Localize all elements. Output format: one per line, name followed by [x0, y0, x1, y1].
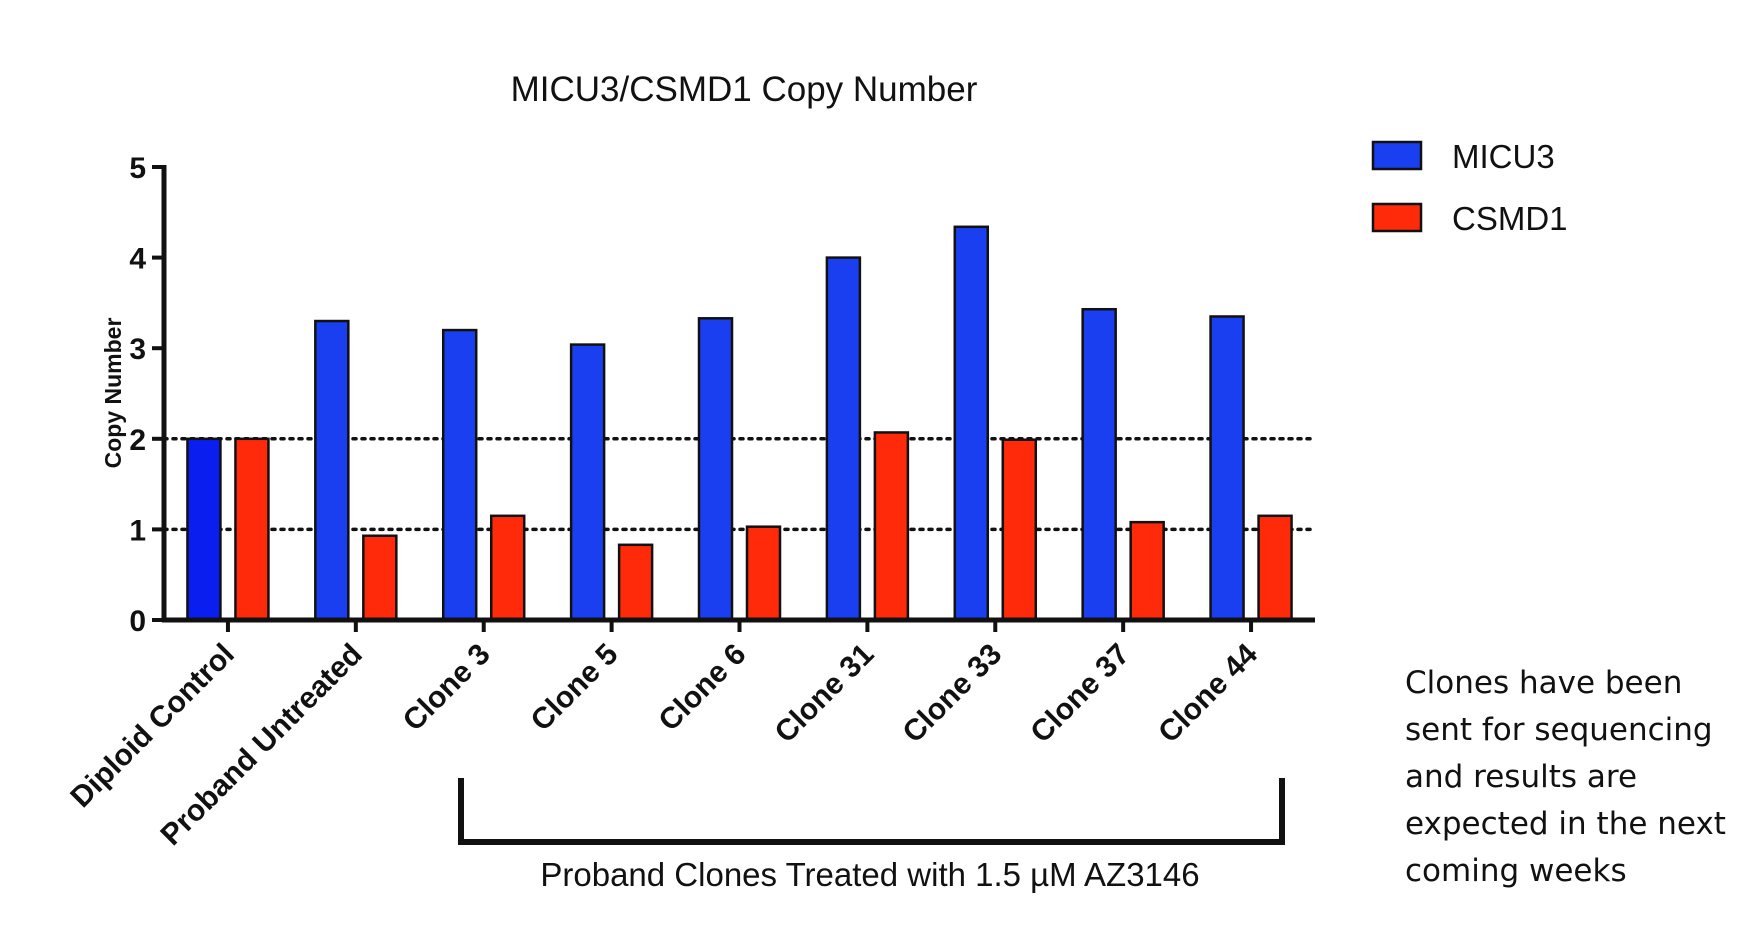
x-tick-label: Clone 5 [525, 638, 625, 738]
note-line: Clones have been [1405, 665, 1683, 701]
y-tick-label: 2 [129, 424, 146, 457]
y-tick-label: 0 [129, 605, 146, 638]
y-tick-label: 1 [129, 514, 146, 547]
x-tick-label: Clone 31 [769, 638, 881, 750]
bar-micu3 [825, 256, 862, 622]
legend-swatch [1371, 202, 1423, 233]
chart-title: MICU3/CSMD1 Copy Number [511, 70, 978, 109]
x-tick-label: Clone 37 [1024, 638, 1136, 750]
x-tick-label: Clone 33 [896, 638, 1008, 750]
status-note: Clones have been sent for sequencing and… [1405, 660, 1745, 895]
note-line: expected in the next [1405, 806, 1726, 842]
bar-csmd1 [873, 431, 910, 622]
bar-csmd1 [1001, 438, 1038, 622]
legend-label: CSMD1 [1452, 200, 1568, 237]
x-tick-label: Clone 3 [397, 638, 497, 738]
bar-micu3 [1081, 307, 1117, 622]
bar-csmd1 [617, 543, 654, 622]
legend-swatch [1371, 140, 1423, 171]
x-tick-label: Clone 6 [652, 638, 752, 738]
bar-micu3 [569, 343, 606, 622]
note-line: and results are [1405, 759, 1638, 795]
y-tick-label: 5 [129, 152, 146, 185]
note-line: coming weeks [1405, 853, 1627, 889]
bar-csmd1 [234, 437, 270, 622]
bar-micu3 [314, 319, 350, 622]
y-axis-label: Copy Number [100, 318, 126, 469]
bar-csmd1 [745, 525, 782, 622]
legend-label: MICU3 [1452, 138, 1555, 175]
bar-micu3 [186, 437, 222, 622]
bar-micu3 [1209, 315, 1245, 622]
y-tick-label: 4 [129, 243, 146, 276]
bracket-label: Proband Clones Treated with 1.5 µM AZ314… [540, 856, 1199, 893]
x-tick-label: Clone 44 [1152, 637, 1264, 749]
bar-micu3 [953, 225, 990, 622]
bar-micu3 [441, 328, 478, 622]
bar-csmd1 [362, 534, 398, 622]
bar-csmd1 [489, 514, 526, 622]
bar-csmd1 [1257, 514, 1293, 622]
note-line: sent for sequencing [1405, 712, 1713, 748]
bar-csmd1 [1129, 520, 1165, 622]
bar-micu3 [697, 317, 734, 622]
y-tick-label: 3 [129, 333, 146, 366]
treated-clones-bracket [458, 778, 1285, 845]
